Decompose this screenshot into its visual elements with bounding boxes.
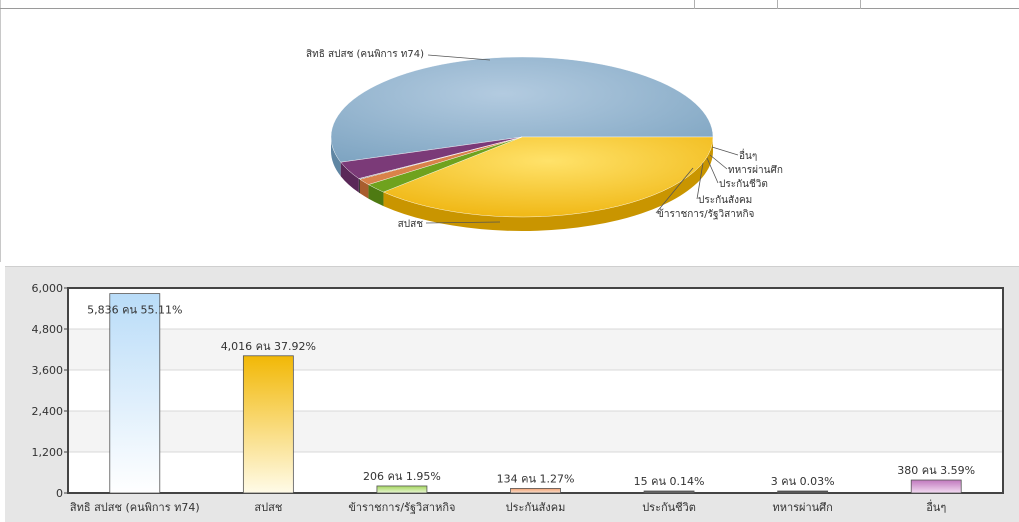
bar	[911, 480, 961, 493]
x-tick-label: อื่นๆ	[926, 499, 946, 514]
x-tick-label: ข้าราชการ/รัฐวิสาหกิจ	[348, 501, 455, 514]
bar-data-label: 380 คน 3.59%	[897, 464, 975, 477]
bar-data-label: 5,836 คน 55.11%	[87, 304, 182, 317]
y-tick-label: 3,600	[32, 364, 64, 377]
grid-band	[69, 329, 1002, 370]
bar-data-label: 134 คน 1.27%	[497, 472, 575, 485]
x-tick-label: ประกันสังคม	[506, 501, 566, 514]
x-tick-label: ประกันชีวิต	[642, 501, 696, 514]
x-tick-label: สปสช	[254, 501, 282, 514]
x-tick-label: ทหารผ่านศึก	[772, 501, 832, 514]
bar-data-label: 15 คน 0.14%	[634, 475, 705, 488]
x-tick-label: สิทธิ สปสช (คนพิการ ท74)	[70, 501, 200, 514]
bar-data-label: 206 คน 1.95%	[363, 470, 441, 483]
bar-data-label: 4,016 คน 37.92%	[221, 340, 316, 353]
y-tick-label: 2,400	[32, 405, 64, 418]
plot-area	[68, 288, 1003, 493]
y-tick-label: 0	[56, 487, 63, 500]
bar	[778, 491, 828, 493]
y-tick-label: 6,000	[32, 282, 64, 295]
bar	[110, 294, 160, 493]
bar	[243, 356, 293, 493]
y-tick-label: 1,200	[32, 446, 64, 459]
grid-band	[69, 411, 1002, 452]
bar	[644, 491, 694, 493]
y-tick-label: 4,800	[32, 323, 64, 336]
bar	[377, 486, 427, 493]
bar-data-label: 3 คน 0.03%	[771, 475, 835, 488]
bar	[511, 488, 561, 493]
